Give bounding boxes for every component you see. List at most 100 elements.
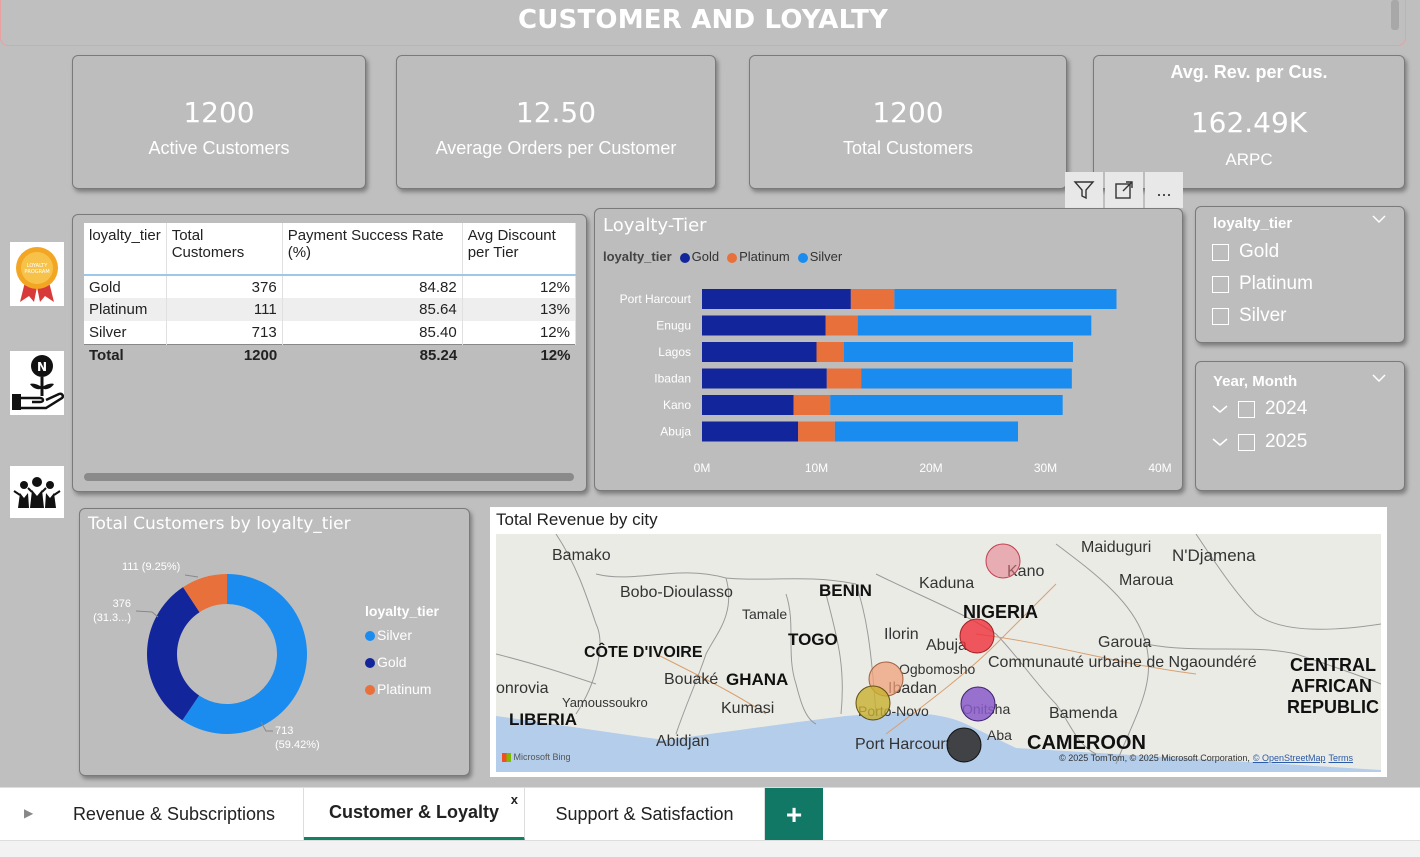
bing-logo: Microsoft Bing <box>502 752 571 762</box>
add-page-button[interactable]: + <box>765 788 823 841</box>
checkbox[interactable] <box>1212 243 1229 261</box>
bar-silver[interactable] <box>894 289 1117 309</box>
revenue-map[interactable]: Bamako Bobo-Dioulasso BENIN Kaduna Maidu… <box>496 534 1381 772</box>
column-header-payment-success-rate[interactable]: Payment Success Rate (%) <box>282 223 463 276</box>
column-header-loyalty-tier[interactable]: loyalty_tier <box>84 223 167 276</box>
legend-item-silver[interactable]: Silver <box>365 627 439 643</box>
legend-label: Silver <box>377 627 413 643</box>
slicer-option-platinum[interactable]: Platinum <box>1212 273 1313 295</box>
bar-silver[interactable] <box>830 395 1063 415</box>
table-row[interactable]: Gold 376 84.82 12% <box>84 275 577 298</box>
checkbox[interactable] <box>1238 400 1255 418</box>
bar-platinum[interactable] <box>798 421 835 442</box>
tab-revenue-subscriptions[interactable]: Revenue & Subscriptions <box>45 788 304 841</box>
focus-mode-icon[interactable] <box>1105 172 1143 208</box>
legend-item-platinum[interactable]: Platinum <box>727 249 790 264</box>
chevron-down-icon[interactable] <box>1372 370 1386 388</box>
terms-link[interactable]: Terms <box>1328 753 1354 763</box>
category-label: Lagos <box>658 345 691 359</box>
bar-silver[interactable] <box>843 342 1073 362</box>
slicer-option-label: 2025 <box>1265 431 1308 452</box>
bar-platinum[interactable] <box>793 395 831 415</box>
bar-silver[interactable] <box>857 315 1092 336</box>
close-tab-icon[interactable]: x <box>510 792 518 807</box>
naira-plant-hand-icon[interactable]: N <box>10 351 64 415</box>
legend-item-silver[interactable]: Silver <box>797 249 843 264</box>
community-people-icon[interactable] <box>10 466 64 518</box>
legend-item-gold[interactable]: Gold <box>365 654 439 670</box>
table-cell: Silver <box>84 321 167 344</box>
legend-label: Platinum <box>377 681 432 697</box>
donut-legend: loyalty_tier Silver Gold Platinum <box>365 603 439 708</box>
chevron-down-icon[interactable] <box>1372 211 1386 229</box>
slicer-option-silver[interactable]: Silver <box>1212 305 1287 327</box>
bar-platinum[interactable] <box>825 315 858 336</box>
map-bubble-lagos[interactable] <box>855 685 891 721</box>
legend-label: Platinum <box>739 249 790 264</box>
slicer-option-gold[interactable]: Gold <box>1212 241 1279 263</box>
bar-platinum[interactable] <box>826 368 862 389</box>
kpi-card-total-customers[interactable]: 1200 Total Customers <box>749 55 1067 189</box>
table-cell: 111 <box>166 298 283 321</box>
status-strip <box>0 840 1420 857</box>
bar-gold[interactable] <box>702 342 817 362</box>
bar-silver[interactable] <box>834 421 1019 442</box>
legend-item-platinum[interactable]: Platinum <box>365 681 439 697</box>
bar-gold[interactable] <box>702 421 799 442</box>
column-header-total-customers[interactable]: Total Customers <box>166 223 283 276</box>
map-label: CAMEROON <box>1027 732 1146 754</box>
slicer-title: loyalty_tier <box>1213 215 1293 232</box>
column-header-avg-discount[interactable]: Avg Discount per Tier <box>462 223 577 276</box>
checkbox[interactable] <box>1212 275 1229 293</box>
map-bubble-abuja[interactable] <box>959 618 995 654</box>
filter-icon[interactable] <box>1065 172 1103 208</box>
kpi-card-average-orders[interactable]: 12.50 Average Orders per Customer <box>396 55 716 189</box>
table-cell: 12% <box>462 321 577 344</box>
kpi-card-arpc[interactable]: Avg. Rev. per Cus. 162.49K ARPC <box>1093 55 1405 189</box>
legend-label: Silver <box>809 249 843 264</box>
bar-platinum[interactable] <box>816 342 844 362</box>
page-title: CUSTOMER AND LOYALTY <box>517 5 889 35</box>
legend-title: loyalty_tier <box>365 603 439 619</box>
map-label: Ilorin <box>884 626 919 643</box>
loyalty-program-badge-icon[interactable]: LOYALTY PROGRAM <box>10 242 64 306</box>
bar-silver[interactable] <box>861 368 1072 389</box>
tab-support-satisfaction[interactable]: Support & Satisfaction <box>525 788 765 841</box>
visual-header-toolbar: ... <box>1065 172 1183 208</box>
osm-link[interactable]: © OpenStreetMap <box>1252 753 1326 763</box>
bar-platinum[interactable] <box>850 289 895 309</box>
expand-chevron-icon[interactable] <box>1212 398 1228 420</box>
table-row[interactable]: Silver 713 85.40 12% <box>84 321 577 344</box>
bar-gold[interactable] <box>702 368 827 389</box>
tab-scroll-arrow-icon[interactable]: ▶ <box>24 806 34 820</box>
donut-slice-platinum[interactable] <box>183 574 227 613</box>
donut-label-silver: 713 (59.42%) <box>275 724 320 752</box>
checkbox[interactable] <box>1212 307 1229 325</box>
slicer-option-2025[interactable]: 2025 <box>1212 431 1307 453</box>
donut-slice-gold[interactable] <box>147 587 200 721</box>
legend-item-gold[interactable]: Gold <box>679 249 719 264</box>
kpi-card-active-customers[interactable]: 1200 Active Customers <box>72 55 366 189</box>
map-label: Maiduguri <box>1081 539 1152 556</box>
map-bubble-kano[interactable] <box>985 543 1021 579</box>
bar-gold[interactable] <box>702 289 851 309</box>
tab-customer-loyalty[interactable]: Customer & Loyalty x <box>304 788 525 841</box>
donut-slice-silver[interactable] <box>182 574 307 734</box>
map-label: Garoua <box>1098 634 1152 651</box>
donut-label-percent: (59.42%) <box>275 739 320 751</box>
category-label: Port Harcourt <box>620 292 692 306</box>
checkbox[interactable] <box>1238 433 1255 451</box>
expand-chevron-icon[interactable] <box>1212 431 1228 453</box>
map-label: TOGO <box>788 630 838 649</box>
map-bubble-enugu[interactable] <box>960 686 996 722</box>
scrollbar[interactable] <box>1391 0 1399 30</box>
horizontal-scrollbar[interactable] <box>84 473 574 481</box>
more-options-icon[interactable]: ... <box>1145 172 1183 208</box>
map-bubble-port-harcourt[interactable] <box>946 727 982 763</box>
table-row[interactable]: Platinum 111 85.64 13% <box>84 298 577 321</box>
bar-gold[interactable] <box>702 395 794 415</box>
microsoft-logo-icon <box>502 753 511 762</box>
bar-gold[interactable] <box>702 315 826 336</box>
leader-line <box>135 610 159 618</box>
slicer-option-2024[interactable]: 2024 <box>1212 398 1307 420</box>
